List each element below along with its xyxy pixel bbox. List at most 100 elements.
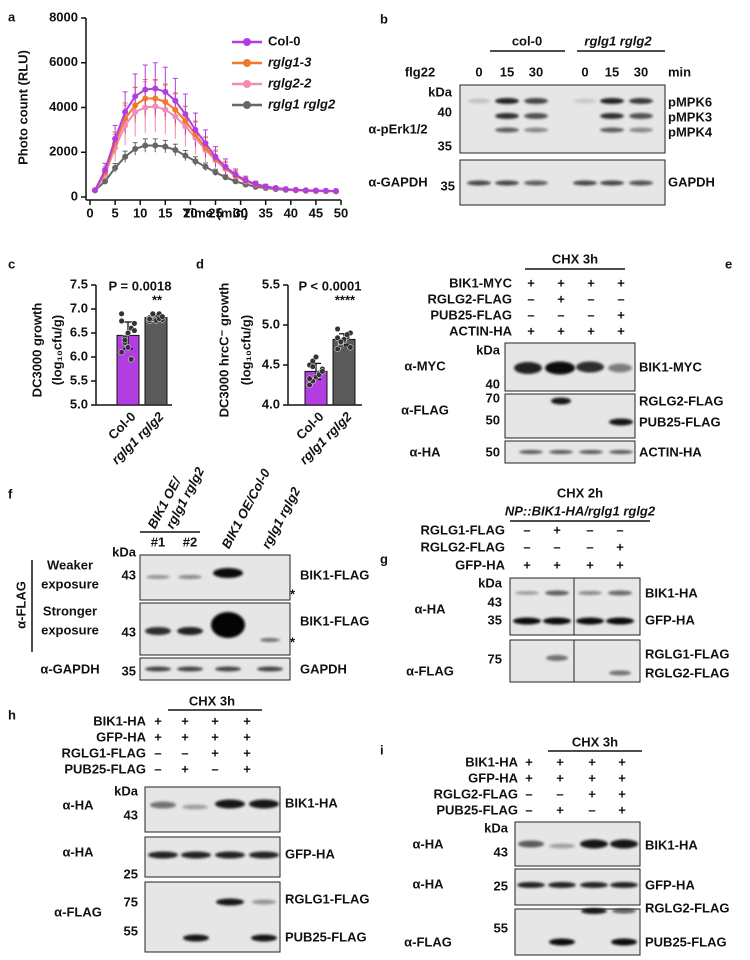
blot-band [610,839,638,849]
exposure-label: exposure [41,576,99,591]
size-marker: kDa [112,544,137,559]
data-point [162,106,169,113]
blot-band [576,617,604,625]
blot-band [609,450,633,454]
antibody-label: α-HA [409,444,441,459]
condition-sign: + [211,729,219,744]
treatment-header: CHX 3h [189,693,235,708]
band-label: pMPK3 [668,109,712,124]
data-point [252,181,259,188]
blot-band [629,180,653,186]
size-marker: 75 [488,651,502,666]
data-point [322,187,329,194]
antibody-label: α-pErk1/2 [368,121,427,136]
y-tick-label: 4.0 [262,396,280,411]
condition-sign: – [616,522,623,537]
band-label: RGLG1-FLAG [645,646,730,661]
data-point [182,152,189,159]
condition-sign: – [525,802,532,817]
blot-band [515,591,539,595]
size-marker: 43 [124,807,138,822]
data-point [272,185,279,192]
condition-sign: – [154,745,161,760]
band-label: pMPK6 [668,94,712,109]
blot-band [257,666,283,672]
data-point [337,338,344,345]
legend-marker [243,80,251,88]
significance: ** [152,292,163,307]
treatment-label: flg22 [405,64,435,79]
blot-band [629,98,653,104]
condition-label: RGLG2-FLAG [434,786,519,801]
condition-sign: + [154,713,162,728]
data-point [182,123,189,130]
antibody-label: α-GAPDH [40,661,99,676]
panel-letter: a [8,9,16,24]
blot-strip [459,84,666,154]
group-label: col-0 [512,33,542,48]
condition-sign: + [243,713,251,728]
condition-sign: + [557,323,565,338]
blot-band [495,98,519,104]
y-tick-label: 7.0 [70,300,88,315]
data-point [152,95,159,102]
condition-label: GFP-HA [96,729,146,744]
condition-sign: + [618,754,626,769]
exposure-label: exposure [41,622,99,637]
blot-band [495,127,519,133]
data-point [212,169,219,176]
band-label: GFP-HA [645,612,695,627]
size-marker: 40 [486,376,500,391]
blot-band [545,361,575,375]
condition-label: RGLG2-FLAG [428,291,513,306]
x-tick-label: 35 [258,205,272,220]
size-marker: 25 [124,866,138,881]
x-tick-label: 30 [233,205,247,220]
band-label: pMPK4 [668,124,713,139]
condition-sign: + [588,770,596,785]
condition-sign: + [587,323,595,338]
size-marker: 55 [124,923,138,938]
size-marker: kDa [484,820,509,835]
condition-sign: + [618,802,626,817]
blot-band [514,362,542,374]
antibody-label: α-MYC [404,358,446,373]
data-point [152,85,159,92]
size-marker: 40 [438,104,452,119]
data-point [142,86,149,93]
condition-sign: – [587,291,594,306]
antibody-label: α-HA [414,601,446,616]
band-label: GAPDH [300,661,347,676]
blot-band [183,934,209,942]
condition-sign: + [556,770,564,785]
condition-label: BIK1-MYC [449,275,512,290]
data-point [242,177,249,184]
band-label: PUB25-FLAG [285,929,367,944]
data-point [172,97,179,104]
data-point [172,147,179,154]
condition-sign: + [616,539,624,554]
blot-strip [509,577,641,636]
column-label: rglg1 rglg2 [258,484,303,551]
band-label: BIK1-HA [285,795,338,810]
blot-band [249,799,279,809]
data-point [131,320,138,327]
y-tick-label: 5.5 [70,372,88,387]
data-point [282,186,289,193]
blot-band [252,899,276,905]
x-tick-label: 0 [86,205,93,220]
blot-band [600,98,624,104]
band-label: RGLG1-FLAG [285,891,370,906]
panel-letter: h [8,707,16,722]
band-label: PUB25-FLAG [645,934,727,949]
band-label: * [290,634,296,649]
data-point [222,174,229,181]
x-tick-label: 5 [111,205,118,220]
blot-band [609,670,631,676]
antibody-label: α-FLAG [404,934,452,949]
condition-sign: – [557,307,564,322]
condition-label: PUB25-FLAG [64,761,146,776]
significance: **** [335,292,356,307]
legend-marker [243,59,251,67]
blot-band [611,938,637,946]
